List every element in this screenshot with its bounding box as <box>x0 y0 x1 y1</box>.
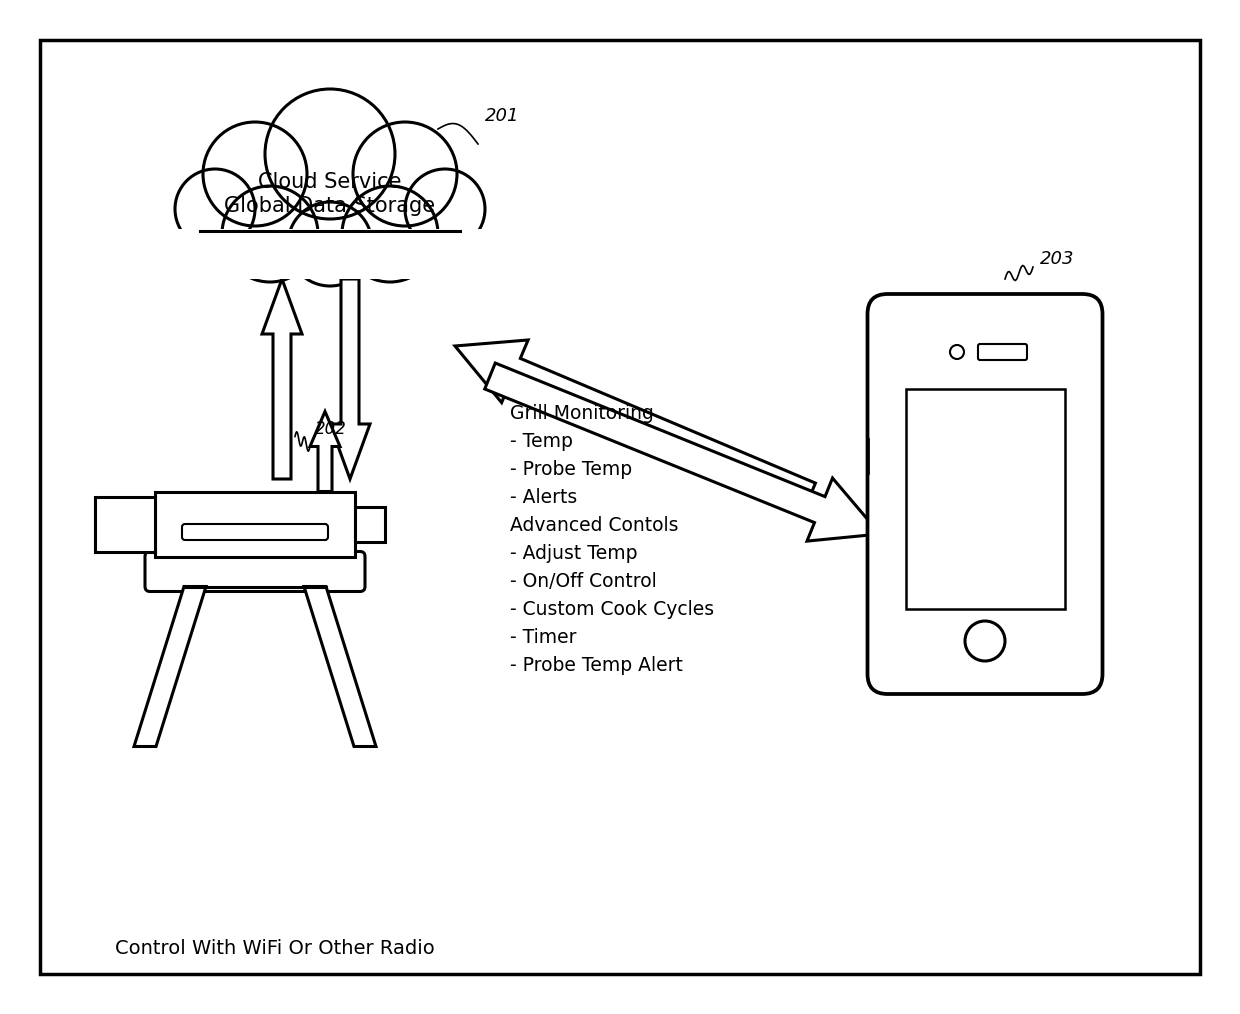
Polygon shape <box>262 279 303 479</box>
Text: Grill Monitoring: Grill Monitoring <box>510 404 653 423</box>
Bar <box>355 507 384 541</box>
Circle shape <box>222 186 317 282</box>
Text: - Alerts: - Alerts <box>510 488 578 507</box>
FancyBboxPatch shape <box>868 294 1102 694</box>
Circle shape <box>203 122 308 226</box>
Text: Advanced Contols: Advanced Contols <box>510 516 678 535</box>
Text: 201: 201 <box>485 107 520 125</box>
Text: 202: 202 <box>315 421 347 438</box>
FancyBboxPatch shape <box>182 524 329 540</box>
FancyBboxPatch shape <box>978 344 1027 360</box>
Polygon shape <box>304 586 376 746</box>
Text: - Adjust Temp: - Adjust Temp <box>510 544 637 563</box>
Text: Cloud Service
Global Data Storage: Cloud Service Global Data Storage <box>224 172 435 216</box>
Polygon shape <box>206 586 304 611</box>
Text: Control With WiFi Or Other Radio: Control With WiFi Or Other Radio <box>115 940 435 958</box>
Polygon shape <box>330 279 370 479</box>
Text: - Probe Temp Alert: - Probe Temp Alert <box>510 656 683 675</box>
Circle shape <box>405 169 485 249</box>
Circle shape <box>965 621 1004 661</box>
Text: - Custom Cook Cycles: - Custom Cook Cycles <box>510 600 714 619</box>
Polygon shape <box>455 340 816 509</box>
Circle shape <box>950 345 963 359</box>
Bar <box>905 389 1064 609</box>
Bar <box>155 492 355 557</box>
Text: - Temp: - Temp <box>510 432 573 451</box>
Circle shape <box>342 186 438 282</box>
Polygon shape <box>485 363 880 541</box>
Text: 203: 203 <box>1040 250 1075 268</box>
Circle shape <box>175 169 255 249</box>
Polygon shape <box>310 412 340 492</box>
Polygon shape <box>134 586 206 746</box>
FancyBboxPatch shape <box>145 552 365 591</box>
Bar <box>175 229 485 279</box>
Text: - On/Off Control: - On/Off Control <box>510 572 657 591</box>
Circle shape <box>353 122 458 226</box>
Circle shape <box>265 89 396 219</box>
Bar <box>95 497 155 552</box>
Text: - Timer: - Timer <box>510 628 577 647</box>
Circle shape <box>288 202 372 286</box>
Text: - Probe Temp: - Probe Temp <box>510 460 632 479</box>
